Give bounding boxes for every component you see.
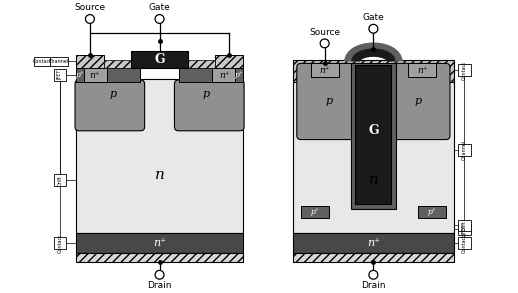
FancyBboxPatch shape <box>390 63 450 139</box>
Bar <box>458 237 471 249</box>
Text: Contact: Contact <box>33 59 52 64</box>
Bar <box>76 253 243 262</box>
Text: Source: Source <box>309 28 340 37</box>
Text: p⁺: p⁺ <box>235 71 243 79</box>
Circle shape <box>155 15 164 23</box>
Circle shape <box>320 39 329 48</box>
Bar <box>34 57 50 66</box>
Bar <box>458 224 471 235</box>
Text: p⁺: p⁺ <box>310 208 319 216</box>
Bar <box>212 68 236 82</box>
Text: n⁺: n⁺ <box>153 238 166 248</box>
Bar <box>293 233 454 253</box>
Bar <box>458 144 471 156</box>
Bar <box>104 60 131 68</box>
Bar <box>355 65 391 204</box>
Bar <box>76 54 104 68</box>
Text: n⁺: n⁺ <box>417 66 427 75</box>
Bar <box>76 68 140 82</box>
Bar <box>235 68 243 82</box>
Text: p: p <box>109 89 117 99</box>
Text: Gate: Gate <box>149 3 170 12</box>
Bar <box>408 63 436 77</box>
Bar <box>83 68 107 82</box>
Bar <box>189 60 215 68</box>
FancyBboxPatch shape <box>75 80 145 131</box>
Bar <box>418 206 446 218</box>
Text: n⁺: n⁺ <box>367 238 380 248</box>
Bar <box>351 63 396 209</box>
Bar <box>131 51 189 68</box>
Text: Channel: Channel <box>49 59 69 64</box>
Bar <box>50 57 68 66</box>
Text: Contact: Contact <box>462 61 467 80</box>
Text: JFET: JFET <box>462 224 467 235</box>
FancyBboxPatch shape <box>297 63 356 139</box>
Text: p: p <box>414 96 422 106</box>
Bar <box>76 68 84 82</box>
Text: Contact: Contact <box>462 234 467 253</box>
Text: n: n <box>368 173 378 187</box>
Bar <box>293 82 454 233</box>
Bar <box>54 69 66 81</box>
Bar <box>458 220 471 231</box>
Text: p: p <box>325 96 332 106</box>
Text: G: G <box>154 53 165 66</box>
Circle shape <box>155 270 164 279</box>
Bar <box>76 79 243 233</box>
Text: JFET: JFET <box>57 70 63 80</box>
Circle shape <box>369 24 378 33</box>
Text: Drain: Drain <box>361 281 385 290</box>
Bar <box>215 54 243 68</box>
Text: Drift: Drift <box>57 175 63 185</box>
Circle shape <box>369 270 378 279</box>
FancyBboxPatch shape <box>175 80 244 131</box>
Text: n⁺: n⁺ <box>219 71 229 80</box>
Bar <box>54 174 66 186</box>
Bar <box>311 63 339 77</box>
Text: p⁺: p⁺ <box>428 208 437 216</box>
Bar <box>458 64 471 76</box>
Bar <box>293 60 454 82</box>
Text: p: p <box>203 89 210 99</box>
Bar <box>179 68 243 82</box>
Text: Drain: Drain <box>147 281 172 290</box>
Bar <box>54 237 66 249</box>
Bar <box>301 206 328 218</box>
Text: p⁺: p⁺ <box>76 71 84 79</box>
Bar <box>76 233 243 253</box>
Text: n⁺: n⁺ <box>90 71 100 80</box>
Text: Contact: Contact <box>57 234 63 253</box>
Bar <box>293 253 454 262</box>
Text: Source: Source <box>75 3 106 12</box>
Text: Gate: Gate <box>363 13 384 22</box>
Text: Drift: Drift <box>462 220 467 231</box>
Text: G: G <box>368 124 379 137</box>
Text: Channel: Channel <box>462 140 467 160</box>
Circle shape <box>85 15 94 23</box>
Text: n: n <box>154 168 165 182</box>
Text: n⁺: n⁺ <box>320 66 330 75</box>
